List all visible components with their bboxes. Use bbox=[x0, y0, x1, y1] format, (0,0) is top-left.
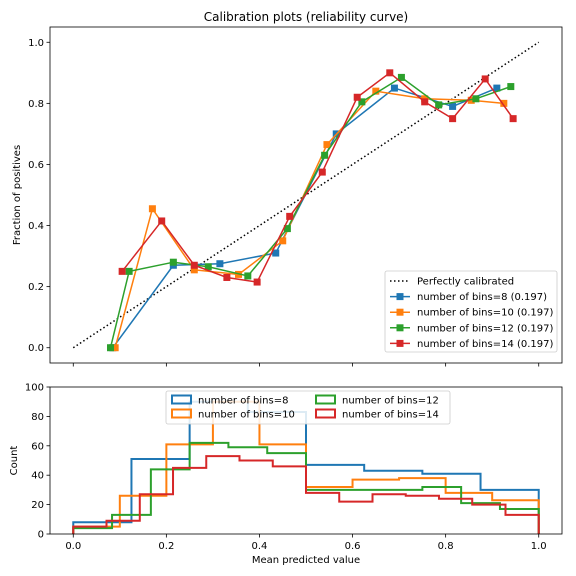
calibration-point bbox=[323, 141, 331, 149]
bottom-legend-label: number of bins=12 bbox=[342, 396, 439, 407]
top-y-tick-label: 0.8 bbox=[28, 99, 44, 110]
calibration-point bbox=[449, 102, 457, 110]
legend-marker bbox=[396, 324, 404, 332]
calibration-point bbox=[216, 260, 224, 268]
legend-label: number of bins=14 (0.197) bbox=[417, 339, 554, 350]
histogram-step-bins-8 bbox=[72, 400, 540, 534]
bottom-legend-box bbox=[165, 390, 451, 425]
reliability-curve-panel: Calibration plots (reliability curve) 0.0… bbox=[12, 10, 563, 367]
calibration-point bbox=[397, 73, 405, 81]
legend-marker bbox=[396, 339, 404, 347]
top-legend: Perfectly calibrated number of bins=8 (0.… bbox=[384, 270, 558, 353]
top-y-tick-label: 0.2 bbox=[28, 282, 44, 293]
calibration-point bbox=[472, 95, 480, 103]
calibration-point bbox=[204, 263, 212, 271]
bottom-y-tick-label: 40 bbox=[31, 471, 44, 482]
bottom-y-tick-label: 100 bbox=[25, 383, 44, 394]
calibration-point bbox=[272, 249, 280, 257]
legend-marker bbox=[396, 293, 404, 301]
calibration-point bbox=[321, 151, 329, 159]
calibration-point bbox=[148, 205, 156, 213]
top-y-axis-label: Fraction of positives bbox=[12, 145, 23, 245]
legend-marker bbox=[396, 308, 404, 316]
calibration-point bbox=[353, 93, 361, 101]
calibration-point bbox=[158, 217, 166, 225]
calibration-point bbox=[500, 99, 508, 107]
bottom-x-tick-label: 0.4 bbox=[252, 541, 268, 552]
calibration-point bbox=[111, 344, 119, 352]
bottom-y-axis-label: Count bbox=[9, 446, 20, 476]
calibration-point bbox=[467, 96, 475, 104]
calibration-point bbox=[169, 258, 177, 266]
bottom-x-tick-label: 0.2 bbox=[158, 541, 174, 552]
bottom-legend-label: number of bins=10 bbox=[198, 410, 295, 421]
calibration-point bbox=[358, 98, 366, 106]
calibration-point bbox=[435, 101, 443, 109]
calibration-point bbox=[481, 75, 489, 83]
top-y-tick-label: 0.0 bbox=[28, 343, 44, 354]
top-chart-title: Calibration plots (reliability curve) bbox=[204, 10, 408, 24]
calibration-point bbox=[421, 98, 429, 106]
bottom-x-tick-label: 0.6 bbox=[345, 541, 361, 552]
calibration-point bbox=[386, 69, 394, 77]
histogram-step-bins-14 bbox=[72, 455, 540, 534]
calibration-point bbox=[118, 267, 126, 275]
top-legend-box bbox=[384, 270, 558, 353]
calibration-point bbox=[493, 84, 501, 92]
bottom-legend-label: number of bins=14 bbox=[342, 410, 439, 421]
calibration-point bbox=[190, 266, 198, 274]
calibration-point bbox=[286, 212, 294, 220]
legend-label: number of bins=10 (0.197) bbox=[417, 308, 554, 319]
calibration-point bbox=[283, 225, 291, 233]
bottom-y-tick-label: 20 bbox=[31, 500, 44, 511]
top-axes-frame bbox=[49, 26, 563, 364]
bottom-x-tick-label: 1.0 bbox=[531, 541, 547, 552]
bottom-legend-swatch bbox=[315, 408, 336, 419]
legend-label: number of bins=12 (0.197) bbox=[417, 323, 554, 334]
calibration-point bbox=[509, 115, 517, 123]
bottom-y-tick-label: 0 bbox=[38, 530, 44, 541]
top-y-tick-label: 0.6 bbox=[28, 160, 44, 171]
calibration-point bbox=[253, 278, 261, 286]
calibration-point bbox=[318, 168, 326, 176]
bottom-x-axis-label: Mean predicted value bbox=[252, 555, 360, 566]
bottom-x-tick-label: 0.0 bbox=[65, 541, 81, 552]
bottom-legend-swatch bbox=[171, 408, 192, 419]
bottom-legend-swatch bbox=[171, 394, 192, 405]
bottom-y-tick-label: 80 bbox=[31, 412, 44, 423]
bottom-legend-label: number of bins=8 bbox=[198, 396, 288, 407]
calibration-point bbox=[107, 344, 115, 352]
calibration-point bbox=[507, 83, 515, 91]
calibration-point bbox=[223, 273, 231, 281]
bottom-legend-swatch bbox=[315, 394, 336, 405]
calibration-point bbox=[279, 237, 287, 245]
bottom-x-tick-label: 0.8 bbox=[438, 541, 454, 552]
bottom-axes-frame bbox=[49, 386, 563, 535]
predicted-value-histogram-panel: 0 20 40 60 80 100 0.0 0.2 0.4 0.6 0.8 1.0 Mean predi… bbox=[9, 383, 563, 566]
calibration-point bbox=[190, 261, 198, 269]
bottom-legend: number of bins=8 number of bins=10 number … bbox=[165, 390, 451, 425]
bottom-y-tick-label: 60 bbox=[31, 441, 44, 452]
calibration-point bbox=[125, 267, 133, 275]
legend-label: number of bins=8 (0.197) bbox=[417, 292, 547, 303]
histogram-step-bins-12 bbox=[72, 441, 540, 534]
calibration-point bbox=[244, 272, 252, 280]
calibration-point bbox=[390, 84, 398, 92]
calibration-line-bins-12 bbox=[109, 76, 512, 348]
top-y-tick-label: 1.0 bbox=[28, 38, 44, 49]
legend-label: Perfectly calibrated bbox=[417, 277, 514, 288]
calibration-point bbox=[372, 87, 380, 95]
top-y-tick-label: 0.4 bbox=[28, 221, 44, 232]
calibration-point bbox=[449, 115, 457, 123]
